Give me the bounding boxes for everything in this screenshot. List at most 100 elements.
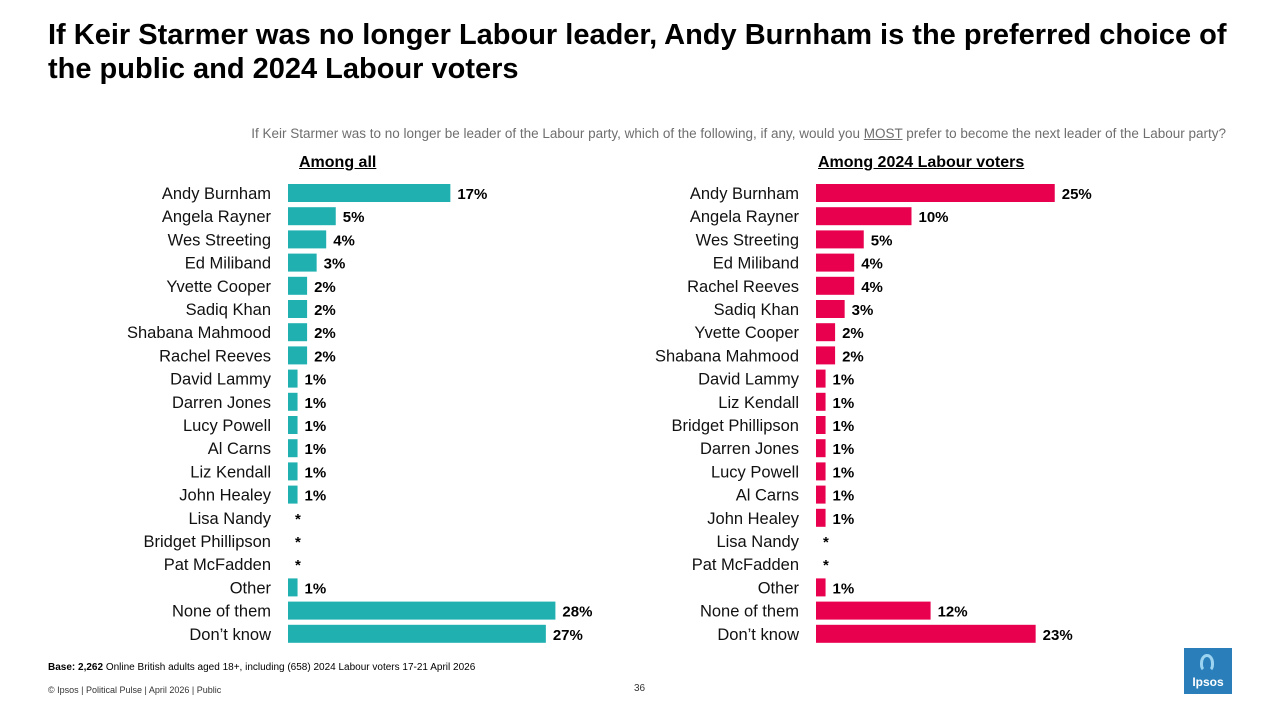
- labour-category-andy-burnham: Andy Burnham: [690, 185, 799, 203]
- labour-value-john-healey: 1%: [833, 511, 855, 528]
- all-value-sadiq-khan: 2%: [314, 302, 336, 319]
- labour-value-david-lammy: 1%: [833, 372, 855, 389]
- labour-bar-john-healey: [816, 508, 826, 527]
- labour-category-yvette-cooper: Yvette Cooper: [694, 324, 799, 342]
- panel-title-labour: Among 2024 Labour voters: [818, 154, 1025, 171]
- labour-bar-rachel-reeves: [816, 276, 855, 295]
- labour-category-none-of-them: None of them: [700, 603, 799, 621]
- all-category-rachel-reeves: Rachel Reeves: [159, 347, 271, 365]
- all-bar-shabana-mahmood: [288, 323, 308, 342]
- all-value-none-of-them: 28%: [562, 604, 592, 621]
- all-value-darren-jones: 1%: [305, 395, 327, 412]
- labour-value-angela-rayner: 10%: [919, 209, 949, 226]
- all-value-lucy-powell: 1%: [305, 418, 327, 435]
- labour-category-pat-mcfadden: Pat McFadden: [692, 556, 799, 574]
- all-value-bridget-phillipson: *: [295, 534, 301, 551]
- labour-category-darren-jones: Darren Jones: [700, 440, 799, 458]
- all-category-angela-rayner: Angela Rayner: [162, 208, 272, 226]
- labour-value-shabana-mahmood: 2%: [842, 348, 864, 365]
- all-category-al-carns: Al Carns: [208, 440, 271, 458]
- labour-value-darren-jones: 1%: [833, 441, 855, 458]
- labour-value-sadiq-khan: 3%: [852, 302, 874, 319]
- labour-value-al-carns: 1%: [833, 488, 855, 505]
- all-value-andy-burnham: 17%: [457, 186, 487, 203]
- all-bar-lucy-powell: [288, 416, 298, 434]
- labour-value-rachel-reeves: 4%: [861, 279, 883, 296]
- question-text-end: prefer to become the next leader of the …: [902, 126, 1226, 141]
- all-value-rachel-reeves: 2%: [314, 348, 336, 365]
- all-bar-ed-miliband: [288, 253, 317, 272]
- question-text: If Keir Starmer was to no longer be lead…: [0, 126, 1226, 141]
- copyright-note: © Ipsos | Political Pulse | April 2026 |…: [48, 685, 222, 695]
- labour-bar-yvette-cooper: [816, 323, 836, 342]
- all-bar-david-lammy: [288, 369, 298, 388]
- all-value-wes-streeting: 4%: [333, 232, 355, 249]
- all-value-ed-miliband: 3%: [324, 256, 346, 273]
- all-value-al-carns: 1%: [305, 441, 327, 458]
- labour-bar-other: [816, 578, 826, 597]
- labour-category-angela-rayner: Angela Rayner: [690, 208, 800, 226]
- all-value-shabana-mahmood: 2%: [314, 325, 336, 342]
- labour-category-don-t-know: Don’t know: [717, 626, 799, 644]
- all-value-angela-rayner: 5%: [343, 209, 365, 226]
- all-category-don-t-know: Don’t know: [189, 626, 271, 644]
- labour-value-don-t-know: 23%: [1043, 627, 1073, 644]
- all-bar-rachel-reeves: [288, 346, 308, 365]
- labour-category-david-lammy: David Lammy: [698, 371, 800, 389]
- labour-value-wes-streeting: 5%: [871, 232, 893, 249]
- chart-among-labour-voters: Andy Burnham 25% Angela Rayner 10% Wes Stree…: [655, 184, 1092, 644]
- labour-bar-ed-miliband: [816, 253, 855, 272]
- labour-category-bridget-phillipson: Bridget Phillipson: [672, 417, 800, 435]
- labour-category-wes-streeting: Wes Streeting: [696, 231, 799, 249]
- labour-bar-angela-rayner: [816, 207, 912, 226]
- all-value-don-t-know: 27%: [553, 627, 583, 644]
- all-category-john-healey: John Healey: [179, 487, 271, 505]
- all-bar-liz-kendall: [288, 462, 298, 481]
- labour-value-bridget-phillipson: 1%: [833, 418, 855, 435]
- chart-among-all: Andy Burnham 17% Angela Rayner 5% Wes Street…: [127, 184, 592, 644]
- base-note: Base: 2,262 Online British adults aged 1…: [48, 662, 475, 673]
- labour-bar-darren-jones: [816, 439, 826, 458]
- all-value-liz-kendall: 1%: [305, 464, 327, 481]
- logo-mark-icon: [1200, 654, 1214, 672]
- all-category-other: Other: [230, 579, 272, 597]
- all-category-sadiq-khan: Sadiq Khan: [186, 301, 271, 319]
- labour-bar-andy-burnham: [816, 184, 1055, 202]
- all-category-shabana-mahmood: Shabana Mahmood: [127, 324, 271, 342]
- labour-bar-liz-kendall: [816, 392, 826, 411]
- panel-title-all: Among all: [299, 154, 377, 171]
- all-category-liz-kendall: Liz Kendall: [190, 463, 271, 481]
- page-title: If Keir Starmer was no longer Labour lea…: [48, 19, 1227, 85]
- labour-category-al-carns: Al Carns: [736, 487, 799, 505]
- ipsos-logo: Ipsos: [1184, 648, 1232, 694]
- labour-category-lucy-powell: Lucy Powell: [711, 463, 799, 481]
- all-bar-andy-burnham: [288, 184, 451, 202]
- labour-bar-shabana-mahmood: [816, 346, 836, 365]
- all-value-david-lammy: 1%: [305, 372, 327, 389]
- question-text-start: If Keir Starmer was to no longer be lead…: [251, 126, 864, 141]
- base-description: Online British adults aged 18+, includin…: [103, 662, 476, 673]
- labour-value-other: 1%: [833, 580, 855, 597]
- labour-category-shabana-mahmood: Shabana Mahmood: [655, 347, 799, 365]
- page-number: 36: [634, 683, 646, 694]
- labour-value-andy-burnham: 25%: [1062, 186, 1092, 203]
- labour-category-rachel-reeves: Rachel Reeves: [687, 278, 799, 296]
- labour-bar-sadiq-khan: [816, 300, 845, 318]
- all-bar-wes-streeting: [288, 230, 327, 249]
- all-value-lisa-nandy: *: [295, 511, 301, 528]
- all-bar-other: [288, 578, 298, 597]
- all-category-darren-jones: Darren Jones: [172, 394, 271, 412]
- base-value: 2,262: [78, 662, 104, 673]
- labour-category-sadiq-khan: Sadiq Khan: [714, 301, 799, 319]
- all-category-lucy-powell: Lucy Powell: [183, 417, 271, 435]
- labour-value-pat-mcfadden: *: [823, 557, 829, 574]
- all-category-ed-miliband: Ed Miliband: [185, 255, 271, 273]
- labour-category-lisa-nandy: Lisa Nandy: [716, 533, 799, 551]
- labour-category-liz-kendall: Liz Kendall: [718, 394, 799, 412]
- labour-value-liz-kendall: 1%: [833, 395, 855, 412]
- all-category-pat-mcfadden: Pat McFadden: [164, 556, 271, 574]
- labour-bar-lucy-powell: [816, 462, 826, 481]
- all-bar-don-t-know: [288, 624, 546, 643]
- labour-bar-none-of-them: [816, 601, 931, 620]
- labour-value-yvette-cooper: 2%: [842, 325, 864, 342]
